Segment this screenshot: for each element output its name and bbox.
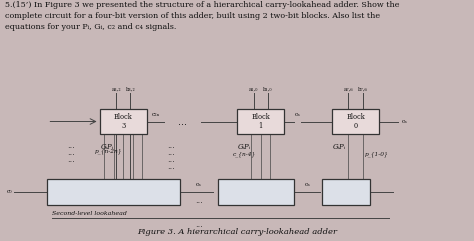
Text: p_{n-2n}: p_{n-2n} bbox=[95, 148, 122, 154]
Text: Block
1: Block 1 bbox=[251, 113, 270, 130]
Text: ...: ... bbox=[195, 220, 203, 229]
Text: ...: ... bbox=[67, 155, 75, 164]
Text: a₇,₆: a₇,₆ bbox=[344, 86, 353, 91]
Text: ...: ... bbox=[167, 141, 174, 150]
Text: b₁,₀: b₁,₀ bbox=[263, 86, 273, 91]
Text: ...: ... bbox=[67, 148, 75, 157]
Text: GᵢPᵢ: GᵢPᵢ bbox=[333, 143, 346, 151]
Bar bbox=[218, 179, 294, 205]
Text: GᵢPᵢ: GᵢPᵢ bbox=[238, 143, 251, 151]
Bar bbox=[47, 179, 180, 205]
Text: cₙ: cₙ bbox=[294, 112, 300, 117]
Text: cₙ: cₙ bbox=[402, 119, 408, 124]
Text: ...: ... bbox=[167, 155, 174, 164]
Bar bbox=[332, 109, 379, 134]
Text: Block
3: Block 3 bbox=[114, 113, 133, 130]
Text: Figure 3. A hierarchical carry-lookahead adder: Figure 3. A hierarchical carry-lookahead… bbox=[137, 228, 337, 236]
Text: a₃,₂: a₃,₂ bbox=[111, 86, 121, 91]
Text: c₂ₙ: c₂ₙ bbox=[151, 112, 160, 117]
Text: GᵢPᵢ: GᵢPᵢ bbox=[100, 143, 114, 151]
Text: cₙ: cₙ bbox=[196, 182, 202, 187]
Text: b₇,₆: b₇,₆ bbox=[358, 86, 367, 91]
Text: c₀: c₀ bbox=[6, 189, 12, 194]
Text: ...: ... bbox=[167, 162, 174, 172]
Text: cₙ: cₙ bbox=[305, 182, 311, 187]
Text: ...: ... bbox=[67, 141, 75, 150]
Bar bbox=[100, 109, 147, 134]
Text: Second-level lookahead: Second-level lookahead bbox=[52, 211, 127, 216]
Text: Block
0: Block 0 bbox=[346, 113, 365, 130]
Text: ...: ... bbox=[178, 116, 187, 127]
Bar bbox=[322, 179, 370, 205]
Text: a₁,₀: a₁,₀ bbox=[249, 86, 258, 91]
Text: ...: ... bbox=[167, 148, 174, 157]
Text: c_{n-4}: c_{n-4} bbox=[232, 152, 255, 157]
Text: b₃,₂: b₃,₂ bbox=[126, 86, 135, 91]
Text: 5.(15’) In Figure 3 we presented the structure of a hierarchical carry-lookahead: 5.(15’) In Figure 3 we presented the str… bbox=[5, 1, 399, 31]
Bar bbox=[237, 109, 284, 134]
Text: ...: ... bbox=[195, 195, 203, 205]
Text: p_{1-0}: p_{1-0} bbox=[365, 152, 389, 157]
